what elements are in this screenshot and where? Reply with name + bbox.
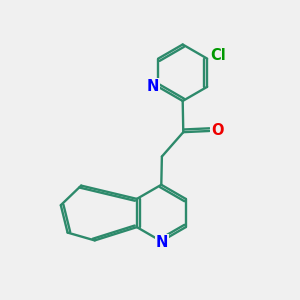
Text: O: O xyxy=(212,124,224,139)
Text: N: N xyxy=(147,79,159,94)
Text: N: N xyxy=(156,235,168,250)
Text: Cl: Cl xyxy=(211,47,226,62)
